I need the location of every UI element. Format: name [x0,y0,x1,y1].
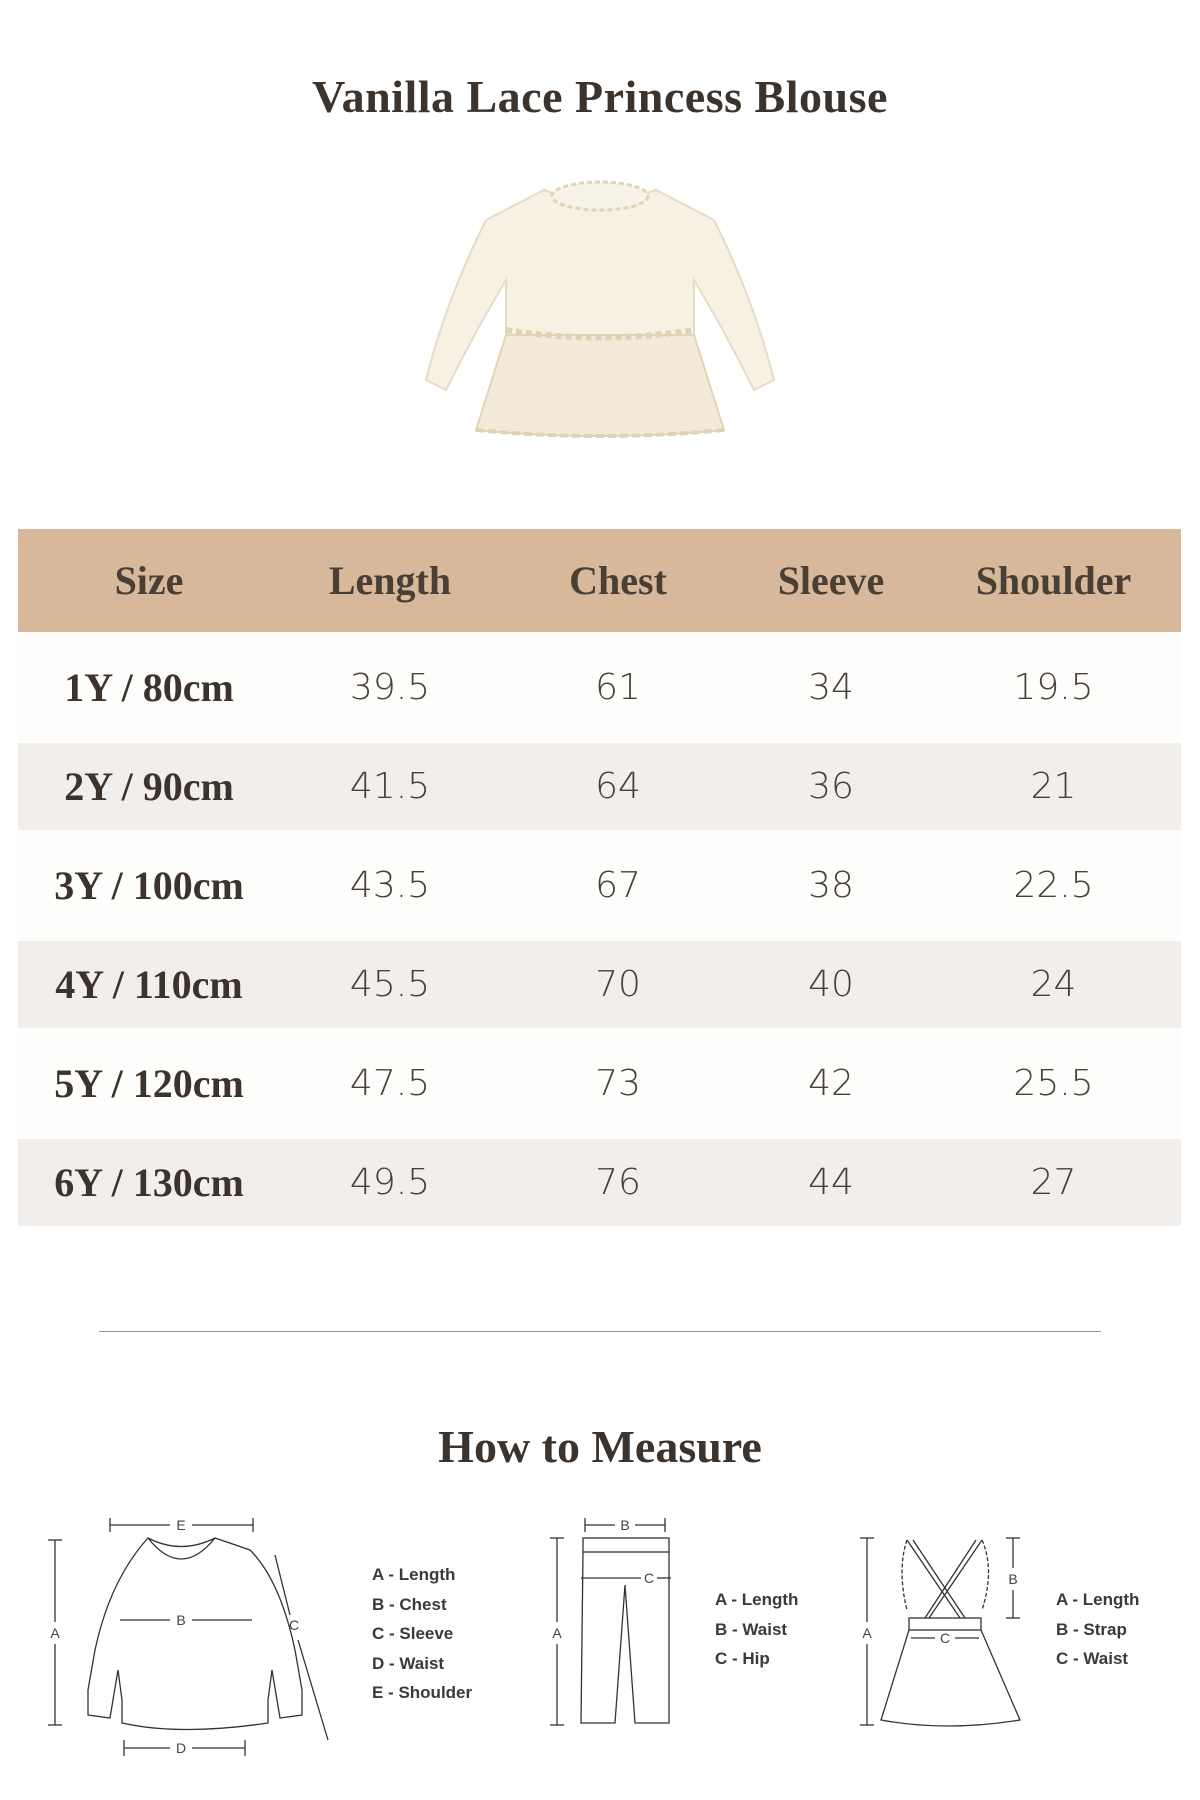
cell-shoulder: 19.5 [1013,667,1094,708]
skirt-measure-diagram: A B C [860,1537,1021,1727]
legend-item: A - Length [715,1590,799,1609]
cell-size: 3Y / 100cm [54,863,244,908]
label-a: A [552,1625,562,1641]
cell-shoulder: 22.5 [1013,865,1094,906]
label-c: C [644,1570,654,1586]
label-c: C [289,1617,299,1633]
cell-size: 1Y / 80cm [64,665,234,710]
how-to-measure-title: How to Measure [438,1421,762,1472]
top-measure-diagram: E A B C D [48,1516,329,1756]
table-header-row: Size Length Chest Sleeve Shoulder [18,529,1181,632]
cell-shoulder: 25.5 [1013,1063,1094,1104]
label-a: A [50,1625,60,1641]
cell-chest: 67 [595,865,641,906]
header-length: Length [328,558,452,603]
label-b: B [620,1517,629,1533]
cell-length: 43.5 [349,865,431,906]
cell-size: 5Y / 120cm [54,1061,244,1106]
cell-length: 45.5 [349,964,431,1005]
table-row: 6Y / 130cm 49.5 76 44 27 [18,1139,1181,1226]
table-row: 1Y / 80cm 39.5 61 34 19.5 [18,632,1181,743]
cell-sleeve: 36 [808,766,854,807]
legend-item: C - Hip [715,1649,770,1668]
cell-size: 4Y / 110cm [55,962,243,1007]
legend-item: A - Length [372,1565,456,1584]
cell-length: 39.5 [349,667,431,708]
table-row: 4Y / 110cm 45.5 70 40 24 [18,941,1181,1028]
cell-chest: 76 [595,1162,641,1203]
header-size: Size [114,558,184,603]
cell-length: 49.5 [349,1162,431,1203]
table-row: 5Y / 120cm 47.5 73 42 25.5 [18,1028,1181,1139]
cell-sleeve: 44 [808,1162,854,1203]
label-e: E [176,1517,185,1533]
page-title: Vanilla Lace Princess Blouse [312,71,888,122]
blouse-product-image [424,180,776,438]
skirt-legend: A - Length B - Strap C - Waist [1056,1585,1139,1674]
cell-length: 41.5 [349,766,431,807]
pants-legend: A - Length B - Waist C - Hip [715,1585,798,1674]
legend-item: B - Waist [715,1619,788,1639]
legend-item: E - Shoulder [372,1683,473,1702]
cell-chest: 73 [595,1063,641,1104]
cell-shoulder: 21 [1030,766,1077,807]
cell-shoulder: 27 [1030,1162,1077,1203]
legend-item: B - Strap [1056,1619,1127,1639]
header-sleeve: Sleeve [777,558,885,603]
cell-length: 47.5 [349,1063,431,1104]
header-shoulder: Shoulder [975,558,1132,603]
legend-item: D - Waist [372,1653,445,1673]
label-c: C [940,1630,950,1646]
header-chest: Chest [569,558,667,603]
cell-sleeve: 34 [808,667,854,708]
label-b: B [1008,1571,1017,1587]
top-legend: A - Length B - Chest C - Sleeve D - Wais… [372,1560,472,1708]
cell-size: 6Y / 130cm [54,1160,244,1205]
size-chart-table: Size Length Chest Sleeve Shoulder 1Y / 8… [18,529,1181,1226]
label-b: B [176,1612,185,1628]
label-d: D [176,1740,186,1756]
legend-item: C - Waist [1056,1649,1129,1668]
cell-size: 2Y / 90cm [64,764,234,809]
cell-chest: 61 [595,667,641,708]
cell-shoulder: 24 [1030,964,1077,1005]
pants-measure-diagram: B A C [550,1516,671,1726]
legend-item: B - Chest [372,1594,447,1614]
table-row: 2Y / 90cm 41.5 64 36 21 [18,743,1181,830]
cell-sleeve: 42 [808,1063,854,1104]
label-a: A [862,1625,872,1641]
table-row: 3Y / 100cm 43.5 67 38 22.5 [18,830,1181,941]
legend-item: A - Length [1056,1590,1140,1609]
cell-sleeve: 38 [808,865,854,906]
legend-item: C - Sleeve [372,1624,454,1643]
cell-sleeve: 40 [808,964,854,1005]
cell-chest: 70 [595,964,641,1005]
cell-chest: 64 [595,766,641,807]
section-divider [99,1331,1101,1332]
